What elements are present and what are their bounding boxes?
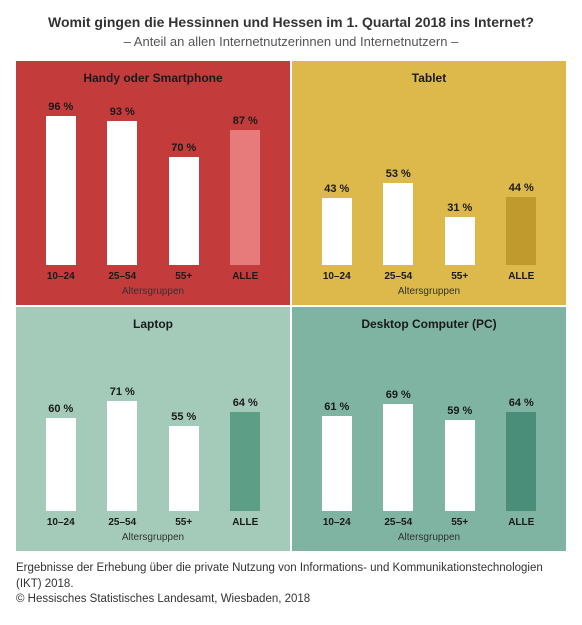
x-tick-label: 10–24 [310, 271, 364, 282]
bar-wrap: 60 % [34, 403, 88, 511]
bar-wrap: 87 % [218, 115, 272, 265]
x-tick-label: 25–54 [95, 271, 149, 282]
bar [46, 116, 76, 265]
x-tick-label: 10–24 [34, 271, 88, 282]
chart-title: Womit gingen die Hessinnen und Hessen im… [16, 14, 566, 30]
chart-footer: Ergebnisse der Erhebung über die private… [16, 561, 566, 608]
bar-wrap: 55 % [157, 411, 211, 511]
bar [169, 157, 199, 266]
bar [230, 130, 260, 265]
x-axis: 10–24 25–54 55+ ALLE [304, 271, 554, 282]
bar-wrap: 69 % [371, 389, 425, 511]
x-axis-title: Altersgruppen [304, 286, 554, 297]
panel-smartphone: Handy oder Smartphone 96 % 93 % 70 % 87 % 10–… [16, 61, 290, 305]
plot-desktop: 61 % 69 % 59 % 64 % [304, 337, 554, 511]
bar [107, 121, 137, 265]
bar [383, 404, 413, 511]
bar-value-label: 31 % [447, 202, 472, 214]
x-tick-label: ALLE [218, 271, 272, 282]
bar [506, 412, 536, 511]
bar-wrap: 71 % [95, 386, 149, 511]
bar [445, 420, 475, 511]
x-tick-label: ALLE [494, 271, 548, 282]
bar-wrap: 43 % [310, 183, 364, 265]
bar-wrap: 64 % [218, 397, 272, 511]
bar-wrap: 96 % [34, 101, 88, 265]
bar-value-label: 55 % [171, 411, 196, 423]
plot-tablet: 43 % 53 % 31 % 44 % [304, 91, 554, 265]
x-tick-label: 25–54 [371, 517, 425, 528]
panel-tablet: Tablet 43 % 53 % 31 % 44 % 10–24 25–54 55+ ALLE A… [292, 61, 566, 305]
bar-wrap: 70 % [157, 142, 211, 266]
bar [230, 412, 260, 511]
x-axis-title: Altersgruppen [28, 286, 278, 297]
chart-subtitle: – Anteil an allen Internetnutzerinnen un… [16, 34, 566, 49]
x-tick-label: 25–54 [95, 517, 149, 528]
bar [445, 217, 475, 265]
bar [322, 416, 352, 511]
x-tick-label: ALLE [494, 517, 548, 528]
bar-value-label: 60 % [48, 403, 73, 415]
bar-value-label: 87 % [233, 115, 258, 127]
bar-wrap: 31 % [433, 202, 487, 265]
panel-title-laptop: Laptop [28, 317, 278, 331]
panel-desktop: Desktop Computer (PC) 61 % 69 % 59 % 64 % 10–… [292, 307, 566, 551]
bar-wrap: 61 % [310, 401, 364, 511]
bar-value-label: 64 % [233, 397, 258, 409]
x-tick-label: 10–24 [34, 517, 88, 528]
bar-value-label: 71 % [110, 386, 135, 398]
x-axis-title: Altersgruppen [28, 532, 278, 543]
bar-value-label: 93 % [110, 106, 135, 118]
bar [322, 198, 352, 265]
x-tick-label: ALLE [218, 517, 272, 528]
bar-value-label: 69 % [386, 389, 411, 401]
x-axis: 10–24 25–54 55+ ALLE [28, 271, 278, 282]
bar-value-label: 44 % [509, 182, 534, 194]
plot-smartphone: 96 % 93 % 70 % 87 % [28, 91, 278, 265]
panel-title-tablet: Tablet [304, 71, 554, 85]
x-axis: 10–24 25–54 55+ ALLE [28, 517, 278, 528]
bar-value-label: 70 % [171, 142, 196, 154]
x-tick-label: 10–24 [310, 517, 364, 528]
bar-wrap: 44 % [494, 182, 548, 265]
bar-value-label: 96 % [48, 101, 73, 113]
footer-line-2: © Hessisches Statistisches Landesamt, Wi… [16, 592, 566, 608]
bar-value-label: 64 % [509, 397, 534, 409]
panel-grid: Handy oder Smartphone 96 % 93 % 70 % 87 % 10–… [16, 61, 566, 551]
footer-line-1: Ergebnisse der Erhebung über die private… [16, 561, 566, 592]
panel-laptop: Laptop 60 % 71 % 55 % 64 % 10–24 25–54 55+ ALLE A… [16, 307, 290, 551]
bar-wrap: 59 % [433, 405, 487, 511]
x-tick-label: 25–54 [371, 271, 425, 282]
bar-value-label: 61 % [324, 401, 349, 413]
bar [169, 426, 199, 511]
bar-value-label: 59 % [447, 405, 472, 417]
bar-wrap: 64 % [494, 397, 548, 511]
bar-wrap: 53 % [371, 168, 425, 265]
x-tick-label: 55+ [433, 517, 487, 528]
x-tick-label: 55+ [157, 271, 211, 282]
bar [383, 183, 413, 265]
bar-value-label: 43 % [324, 183, 349, 195]
bar [107, 401, 137, 511]
x-axis-title: Altersgruppen [304, 532, 554, 543]
bar-value-label: 53 % [386, 168, 411, 180]
x-axis: 10–24 25–54 55+ ALLE [304, 517, 554, 528]
bar [506, 197, 536, 265]
x-tick-label: 55+ [433, 271, 487, 282]
bar [46, 418, 76, 511]
panel-title-desktop: Desktop Computer (PC) [304, 317, 554, 331]
bar-wrap: 93 % [95, 106, 149, 265]
panel-title-smartphone: Handy oder Smartphone [28, 71, 278, 85]
plot-laptop: 60 % 71 % 55 % 64 % [28, 337, 278, 511]
x-tick-label: 55+ [157, 517, 211, 528]
